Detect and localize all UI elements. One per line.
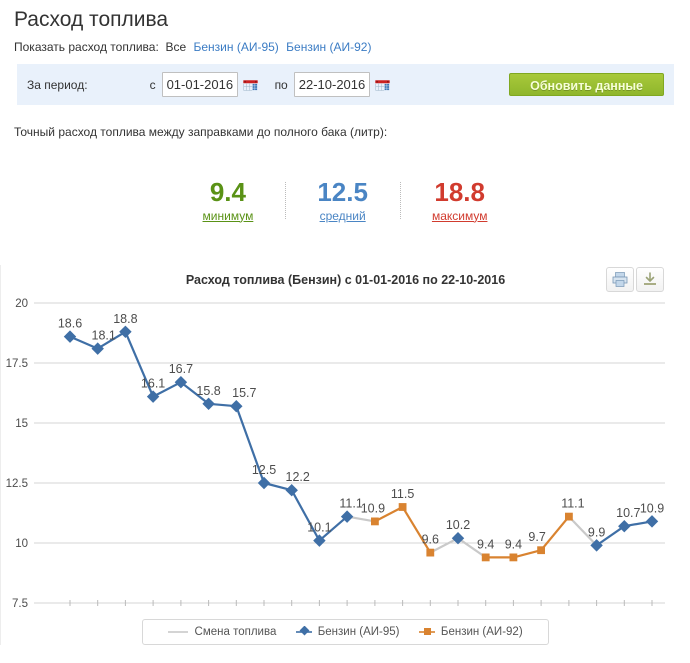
svg-text:12.2: 12.2	[286, 470, 310, 484]
svg-text:15.8: 15.8	[196, 383, 220, 397]
svg-text:7.5: 7.5	[12, 598, 28, 610]
svg-text:11.1: 11.1	[561, 496, 584, 510]
svg-text:9.7: 9.7	[528, 530, 545, 544]
svg-text:16.1: 16.1	[141, 376, 165, 390]
svg-text:18.8: 18.8	[113, 311, 137, 325]
svg-text:18.6: 18.6	[58, 316, 82, 330]
svg-text:9.4: 9.4	[477, 537, 494, 551]
svg-text:12.5: 12.5	[6, 478, 28, 490]
svg-text:15: 15	[15, 418, 28, 430]
svg-text:16.7: 16.7	[169, 362, 193, 376]
svg-text:10.9: 10.9	[361, 501, 385, 515]
svg-text:10.9: 10.9	[640, 501, 664, 515]
svg-text:9.6: 9.6	[422, 532, 439, 546]
svg-text:17.5: 17.5	[6, 358, 28, 370]
svg-text:9.4: 9.4	[505, 537, 522, 551]
svg-text:18.1: 18.1	[92, 328, 116, 342]
svg-text:10.2: 10.2	[446, 518, 470, 532]
svg-text:11.1: 11.1	[339, 496, 362, 510]
svg-text:10: 10	[15, 538, 28, 550]
svg-text:12.5: 12.5	[252, 463, 276, 477]
svg-text:15.7: 15.7	[232, 386, 256, 400]
svg-text:10.7: 10.7	[616, 506, 640, 520]
svg-text:10.1: 10.1	[307, 520, 331, 534]
svg-text:11.5: 11.5	[391, 487, 414, 501]
svg-text:9.9: 9.9	[588, 525, 605, 539]
svg-text:20: 20	[15, 298, 28, 310]
